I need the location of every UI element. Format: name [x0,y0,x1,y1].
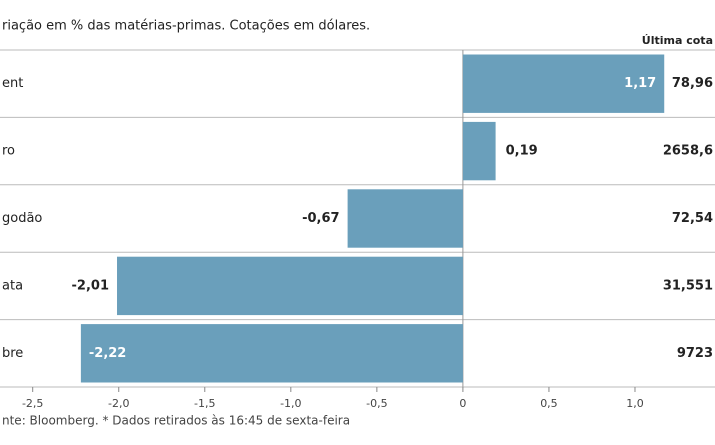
last-price: 72,54 [672,211,713,226]
value-label: -2,22 [89,346,126,361]
category-label: ata [2,278,23,293]
category-label: godão [2,211,42,226]
value-label: -0,67 [302,211,339,226]
x-tick-label: 1,0 [626,397,644,410]
x-tick-label: 0 [459,397,466,410]
footer: nte: Bloomberg. * Dados retirados às 16:… [2,414,350,428]
bar [80,324,463,383]
column-header: Última cota [642,34,713,47]
x-tick-label: -0,5 [366,397,387,410]
value-label: -2,01 [72,278,109,293]
x-tick-label: 0,5 [540,397,558,410]
x-tick-label: -2,0 [108,397,129,410]
chart-title: riação em % das matérias-primas. Cotaçõe… [2,19,370,34]
bar [117,256,463,316]
bar [462,54,665,113]
bar [347,189,463,248]
value-label: 1,17 [624,76,656,91]
category-label: ro [2,144,15,159]
x-tick-label: -2,5 [22,397,43,410]
bar [462,121,496,181]
last-price: 78,96 [672,76,713,91]
value-label: 0,19 [506,144,538,159]
category-label: bre [2,346,23,361]
x-tick-label: -1,0 [280,397,301,410]
last-price: 31,551 [663,278,713,293]
last-price: 9723 [677,346,713,361]
x-tick-label: -1,5 [194,397,215,410]
last-price: 2658,6 [663,144,713,159]
category-label: ent [2,76,23,91]
